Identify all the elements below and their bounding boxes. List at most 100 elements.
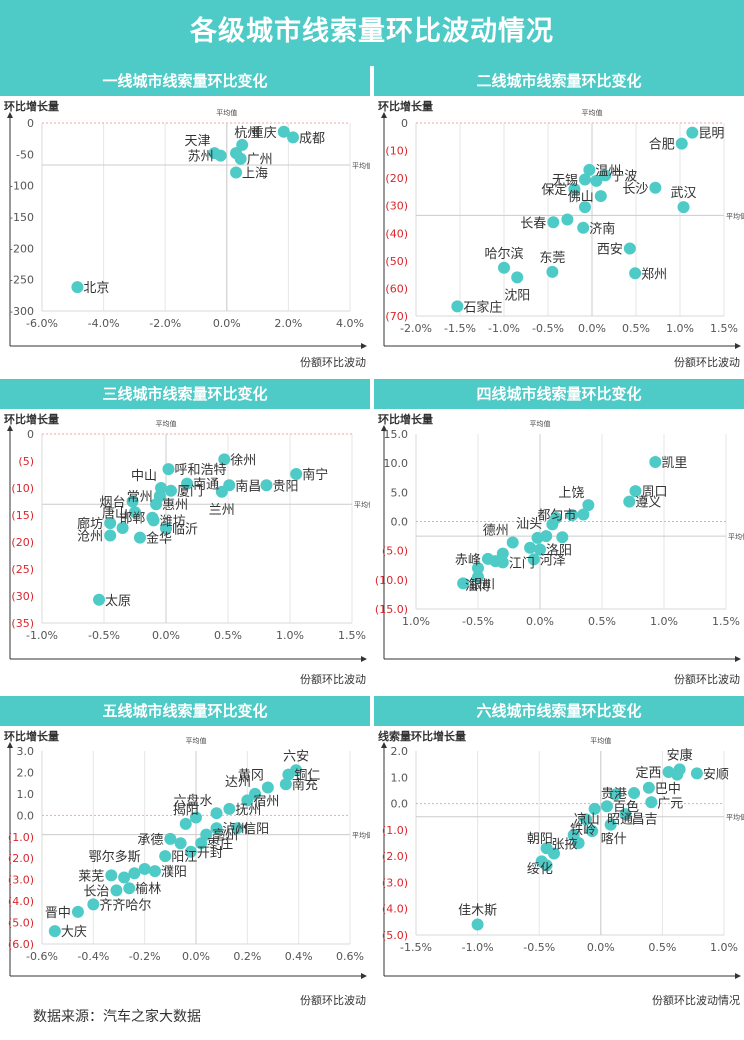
data-point bbox=[588, 802, 601, 815]
data-point bbox=[524, 541, 537, 554]
data-label: 宁波 bbox=[611, 168, 637, 184]
data-point bbox=[218, 453, 231, 466]
x-tick-label: 1.0% bbox=[666, 322, 694, 335]
y-tick-label: -50 bbox=[16, 148, 34, 161]
data-point bbox=[234, 152, 247, 165]
y-tick-label: 5.0 bbox=[391, 486, 409, 499]
data-label: 重庆 bbox=[251, 125, 277, 141]
data-point bbox=[105, 869, 118, 882]
x-tick-label: 0.5% bbox=[588, 615, 616, 628]
x-tick-label: 1.5% bbox=[712, 615, 740, 628]
panel-tier5: 五线城市线索量环比变化 环比增长量 份额环比波动 -0.6% -0.4% -0.2% 0.… bbox=[0, 696, 370, 1016]
y-tick-label: -200 bbox=[9, 242, 34, 255]
data-label: 呼和浩特 bbox=[174, 463, 226, 478]
data-point bbox=[104, 529, 117, 542]
data-label: 阳江 bbox=[171, 850, 197, 865]
data-point bbox=[260, 479, 273, 492]
y-tick-label: 1.0 bbox=[391, 771, 409, 784]
data-point bbox=[195, 837, 208, 850]
data-label: 苏州 bbox=[188, 149, 214, 165]
average-label-vertical: 平均值 bbox=[590, 736, 611, 745]
data-label: 安顺 bbox=[703, 767, 729, 782]
x-tick-label: 0.0% bbox=[578, 322, 606, 335]
data-point bbox=[566, 509, 579, 522]
x-tick-label: -1.0% bbox=[488, 322, 520, 335]
data-label: 泸州 bbox=[223, 822, 249, 837]
average-label-vertical: 平均值 bbox=[530, 419, 551, 428]
data-label: 六安 bbox=[283, 749, 309, 764]
data-label: 杭州 bbox=[234, 126, 260, 141]
data-label: 保定 bbox=[541, 183, 567, 198]
data-point bbox=[496, 547, 509, 560]
x-tick-label: 0.0% bbox=[213, 317, 241, 330]
data-point bbox=[162, 463, 175, 476]
data-point bbox=[628, 787, 641, 800]
data-point bbox=[594, 190, 607, 203]
data-point bbox=[629, 267, 642, 280]
average-label-horizontal: 平均值 bbox=[352, 161, 370, 170]
x-tick-label: 0.0% bbox=[152, 629, 180, 642]
data-point bbox=[540, 859, 553, 872]
average-label-horizontal: 平均值 bbox=[352, 831, 370, 840]
data-label: 无锡 bbox=[552, 174, 578, 189]
data-point bbox=[138, 862, 151, 875]
data-label: 德州 bbox=[483, 524, 509, 539]
data-point bbox=[527, 553, 540, 566]
x-tick-label: -1.0% bbox=[26, 629, 58, 642]
data-label: 长治 bbox=[83, 884, 109, 899]
data-point bbox=[677, 201, 690, 214]
data-point bbox=[629, 485, 642, 498]
data-point bbox=[498, 261, 510, 274]
data-point bbox=[181, 477, 194, 490]
data-point bbox=[675, 137, 688, 150]
data-label: 百色 bbox=[613, 799, 639, 815]
data-label: 开封 bbox=[197, 846, 223, 861]
data-point bbox=[215, 485, 228, 498]
data-point bbox=[457, 577, 470, 590]
data-label: 铜仁 bbox=[294, 769, 320, 784]
data-point bbox=[561, 213, 574, 226]
panel-title: 一线城市线索量环比变化 bbox=[0, 66, 370, 96]
y-tick-label: (5.0) bbox=[382, 545, 408, 558]
data-label: 南昌 bbox=[235, 478, 261, 494]
panel-title: 六线城市线索量环比变化 bbox=[374, 696, 744, 726]
data-label: 徐州 bbox=[230, 453, 256, 468]
data-point bbox=[230, 166, 243, 179]
data-point bbox=[282, 768, 295, 781]
panel-tier4: 四线城市线索量环比变化 环比增长量 份额环比波动 1.0% -0.5% 0.0% 0.5%… bbox=[374, 379, 744, 694]
data-point bbox=[511, 271, 524, 284]
data-point bbox=[287, 131, 300, 144]
y-axis-title: 环比增长量 bbox=[378, 412, 433, 426]
y-tick-label: (70) bbox=[385, 310, 408, 323]
data-label: 汕头 bbox=[516, 517, 542, 532]
data-label: 榆林 bbox=[135, 882, 161, 897]
x-tick-label: -6.0% bbox=[26, 317, 58, 330]
data-point bbox=[231, 822, 244, 835]
data-point bbox=[623, 242, 636, 255]
x-tick-label: -1.0% bbox=[462, 941, 494, 954]
data-point bbox=[546, 265, 559, 278]
data-label: 成都 bbox=[299, 131, 325, 146]
y-tick-label: -250 bbox=[9, 274, 34, 287]
data-point bbox=[159, 850, 172, 863]
data-point bbox=[118, 871, 131, 884]
data-point bbox=[223, 802, 236, 815]
x-tick-label: -0.5% bbox=[532, 322, 564, 335]
average-label-vertical: 平均值 bbox=[186, 736, 207, 745]
data-label: 宿州 bbox=[253, 793, 279, 809]
data-point bbox=[148, 865, 161, 878]
x-tick-label: 0.5% bbox=[648, 941, 676, 954]
data-point bbox=[590, 174, 603, 187]
x-tick-label: 0.0% bbox=[526, 615, 554, 628]
data-point bbox=[241, 794, 254, 807]
data-label: 哈尔滨 bbox=[484, 246, 523, 262]
y-tick-label: (5.0) bbox=[8, 917, 34, 930]
x-tick-label: 0.4% bbox=[285, 950, 313, 963]
data-label: 承德 bbox=[137, 833, 163, 848]
data-point bbox=[147, 514, 160, 527]
data-label: 上饶 bbox=[558, 486, 584, 501]
data-point bbox=[451, 300, 464, 313]
data-label: 广州 bbox=[247, 153, 273, 168]
y-tick-label: (10) bbox=[11, 482, 34, 495]
